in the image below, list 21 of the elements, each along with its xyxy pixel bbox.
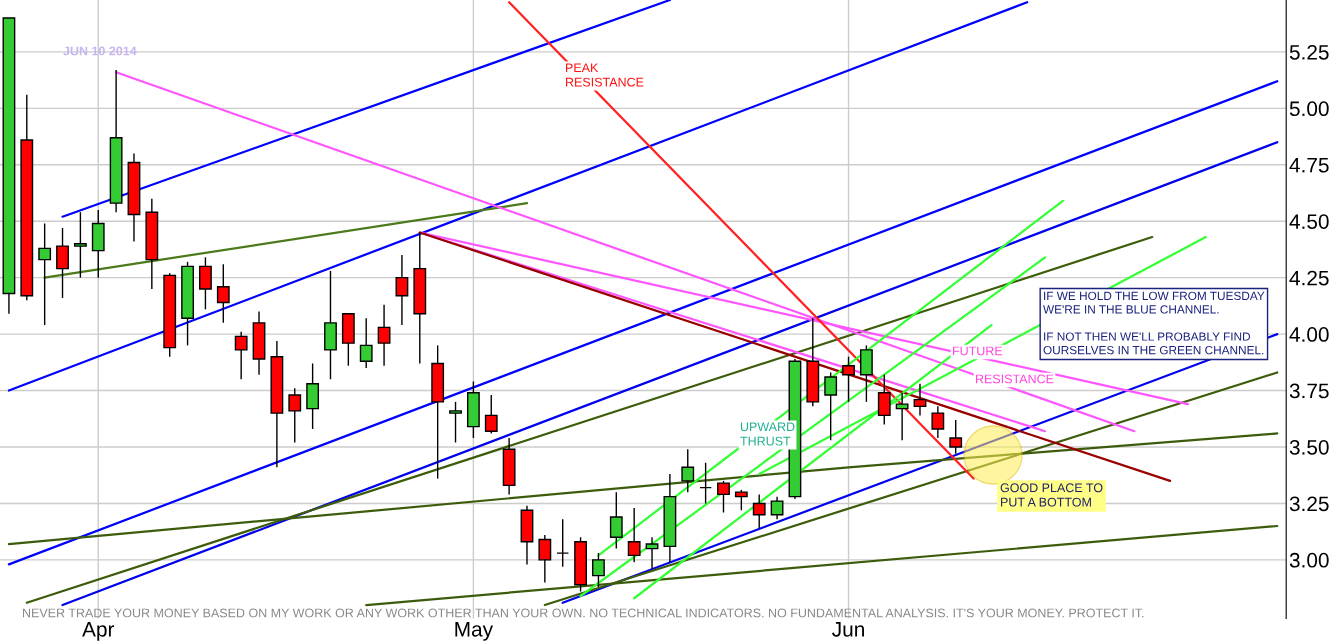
y-tick-label: 4.75: [1289, 158, 1329, 173]
annotation: RESISTANCE: [976, 374, 1054, 384]
annotation: PEAK RESISTANCE: [566, 63, 644, 87]
y-tick-label: 5.00: [1289, 101, 1329, 117]
y-tick-label: 4.25: [1289, 270, 1329, 286]
annotation: JUN 10 2014: [63, 46, 137, 56]
y-tick-label: 3.25: [1289, 496, 1329, 512]
y-tick-label: 3.00: [1289, 552, 1329, 568]
annotation: NEVER TRADE YOUR MONEY BASED ON MY WORK OR ANY WORK OTHER THAN YOUR OWN. NO TECHNICAL INDICATORS. NO FUNDAMENTAL ANALYSIS. IT'S YOUR MONEY. PROTECT IT.: [23, 608, 1144, 618]
y-tick-label: 4.00: [1289, 327, 1329, 342]
x-tick-label: Jun: [832, 622, 864, 637]
annotation: UPWARD THRUST: [740, 422, 795, 446]
x-tick-label: Apr: [82, 622, 115, 641]
annotation: FUTURE: [953, 346, 1003, 356]
text: IF WE HOLD THE LOW FROM TUESDAY WE'RE IN THE BLUE CHANNEL. IF NOT THEN WE'LL PROBABLY FIND OURSELVES IN THE GREEN CHANNEL.: [1043, 291, 1265, 355]
annotation: GOOD PLACE TO PUT A BOTTOM: [1000, 483, 1103, 507]
y-tick-label: 4.50: [1289, 214, 1329, 229]
y-tick-label: 5.25: [1289, 44, 1329, 60]
x-tick-label: May: [455, 622, 494, 641]
y-tick-label: 3.50: [1289, 439, 1329, 455]
y-tick-label: 3.75: [1289, 383, 1329, 399]
